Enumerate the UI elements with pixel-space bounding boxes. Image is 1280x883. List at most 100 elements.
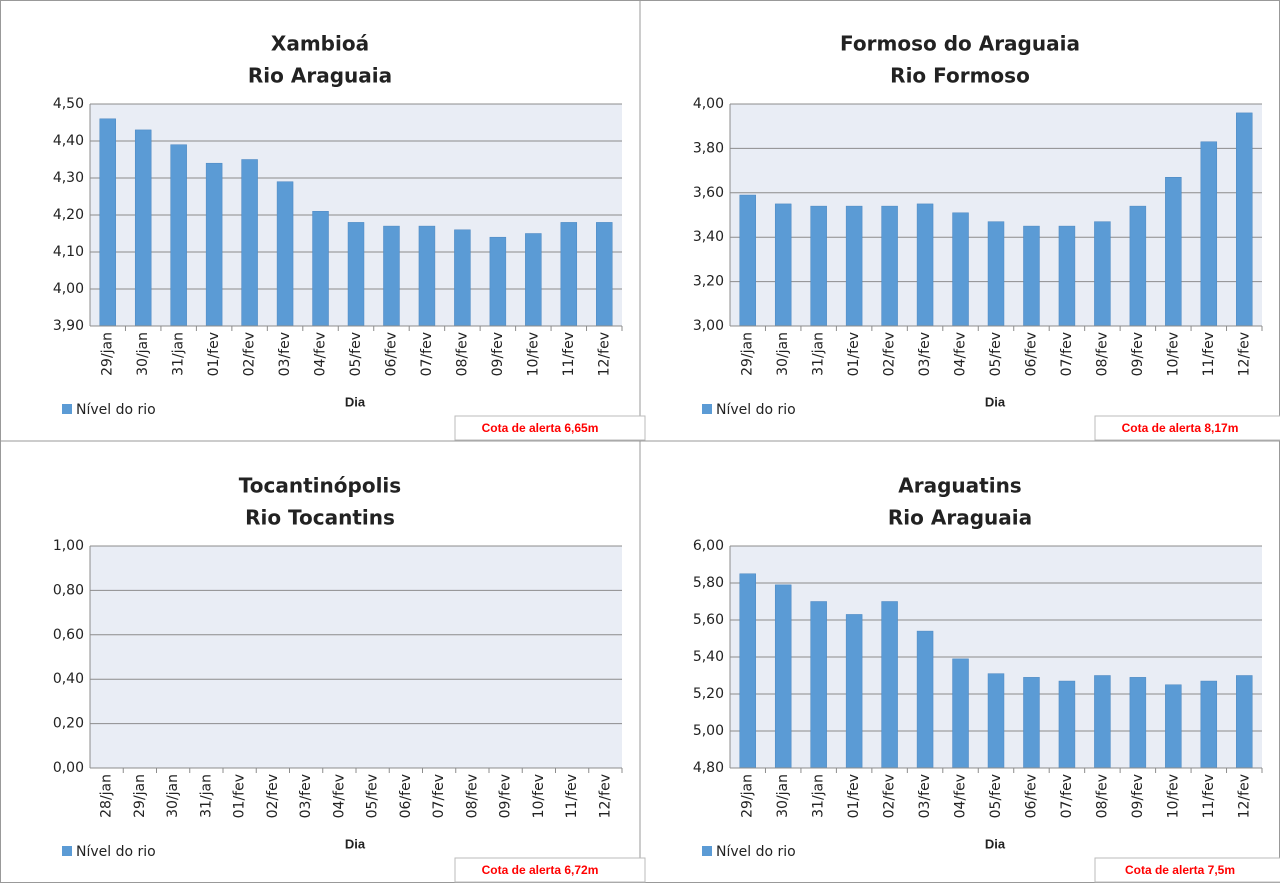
x-tick-label: 10/fev <box>531 774 547 818</box>
chart-title: Tocantinópolis <box>239 474 401 498</box>
legend-label: Nível do rio <box>76 402 156 418</box>
bar <box>1058 225 1076 327</box>
y-tick-label: 4,00 <box>693 96 724 112</box>
x-tick-label: 09/fev <box>1130 332 1146 376</box>
x-tick-label: 07/fev <box>419 332 435 376</box>
bar <box>987 221 1005 327</box>
x-tick-label: 03/fev <box>298 774 314 818</box>
bar <box>205 162 223 327</box>
x-tick-label: 11/fev <box>564 774 580 818</box>
x-axis-label: Dia <box>345 836 366 851</box>
y-tick-label: 5,60 <box>693 612 724 628</box>
bar <box>1094 221 1111 327</box>
x-tick-label: 06/fev <box>1023 332 1039 376</box>
y-tick-label: 6,00 <box>693 538 724 554</box>
x-tick-label: 07/fev <box>431 774 447 818</box>
bar <box>170 144 187 327</box>
x-tick-label: 30/jan <box>775 332 791 376</box>
bar <box>418 225 436 327</box>
x-tick-label: 02/fev <box>882 774 898 818</box>
x-tick-label: 28/jan <box>99 774 115 818</box>
bar <box>1023 225 1040 327</box>
y-tick-label: 4,40 <box>53 133 84 149</box>
x-tick-label: 06/fev <box>398 774 414 818</box>
bar <box>1165 177 1182 327</box>
chart-subtitle: Rio Araguaia <box>888 506 1032 530</box>
bar <box>810 205 827 327</box>
bar <box>1058 680 1076 769</box>
x-tick-label: 08/fev <box>454 332 470 376</box>
legend-label: Nível do rio <box>716 402 796 418</box>
bar <box>916 203 934 327</box>
x-tick-label: 12/fev <box>597 774 613 818</box>
bar <box>739 573 756 769</box>
legend-swatch <box>62 846 72 856</box>
y-tick-label: 0,80 <box>53 582 84 598</box>
bar <box>1129 677 1147 769</box>
x-tick-label: 07/fev <box>1059 332 1075 376</box>
plot-area <box>90 546 622 768</box>
x-tick-label: 05/fev <box>365 774 381 818</box>
bar <box>952 658 969 769</box>
x-tick-label: 06/fev <box>1023 774 1039 818</box>
chart-title: Formoso do Araguaia <box>840 32 1080 56</box>
bar <box>1200 680 1218 769</box>
y-tick-label: 3,90 <box>53 318 84 334</box>
y-tick-label: 3,00 <box>693 318 724 334</box>
bar <box>1023 677 1040 769</box>
bar <box>845 614 863 769</box>
x-tick-label: 04/fev <box>313 332 329 376</box>
x-tick-label: 29/jan <box>740 774 756 818</box>
x-tick-label: 11/fev <box>1201 332 1217 376</box>
y-tick-label: 5,40 <box>693 649 724 665</box>
bar <box>952 212 969 327</box>
bar <box>881 205 898 327</box>
x-tick-label: 05/fev <box>988 774 1004 818</box>
annotation: Cota de alerta 6,65m <box>482 421 599 435</box>
bar <box>774 203 792 327</box>
bar <box>987 673 1005 769</box>
y-tick-label: 4,50 <box>53 96 84 112</box>
x-tick-label: 05/fev <box>348 332 364 376</box>
annotation-box <box>1094 857 1280 883</box>
x-tick-label: 01/fev <box>846 332 862 376</box>
x-tick-label: 31/jan <box>811 774 827 818</box>
y-tick-label: 4,80 <box>693 760 724 776</box>
bar <box>1236 112 1253 327</box>
x-tick-label: 31/jan <box>198 774 214 818</box>
bar <box>1236 675 1253 769</box>
x-tick-label: 30/jan <box>135 332 151 376</box>
annotation-box <box>454 857 646 883</box>
x-tick-label: 07/fev <box>1059 774 1075 818</box>
bar <box>134 129 152 327</box>
bar <box>347 222 365 327</box>
y-tick-label: 4,20 <box>53 207 84 223</box>
x-tick-label: 09/fev <box>490 332 506 376</box>
y-tick-label: 0,60 <box>53 627 84 643</box>
y-tick-label: 0,00 <box>53 760 84 776</box>
x-tick-label: 30/jan <box>775 774 791 818</box>
x-tick-label: 12/fev <box>596 332 612 376</box>
annotation: Cota de alerta 7,5m <box>1125 863 1235 877</box>
bar <box>454 229 471 327</box>
y-tick-label: 3,40 <box>693 229 724 245</box>
x-tick-label: 10/fev <box>1165 774 1181 818</box>
x-tick-label: 29/jan <box>740 332 756 376</box>
legend-label: Nível do rio <box>716 844 796 860</box>
bar <box>312 211 329 327</box>
bar <box>276 181 294 327</box>
y-tick-label: 0,40 <box>53 671 84 687</box>
bar <box>1129 205 1147 327</box>
bar <box>916 630 934 769</box>
y-tick-label: 4,30 <box>53 170 84 186</box>
x-tick-label: 29/jan <box>132 774 148 818</box>
x-tick-label: 03/fev <box>917 774 933 818</box>
bar <box>489 236 507 327</box>
x-tick-label: 08/fev <box>464 774 480 818</box>
x-tick-label: 12/fev <box>1236 774 1252 818</box>
x-tick-label: 30/jan <box>165 774 181 818</box>
y-tick-label: 0,20 <box>53 716 84 732</box>
annotation: Cota de alerta 8,17m <box>1122 421 1239 435</box>
bar <box>241 159 258 327</box>
